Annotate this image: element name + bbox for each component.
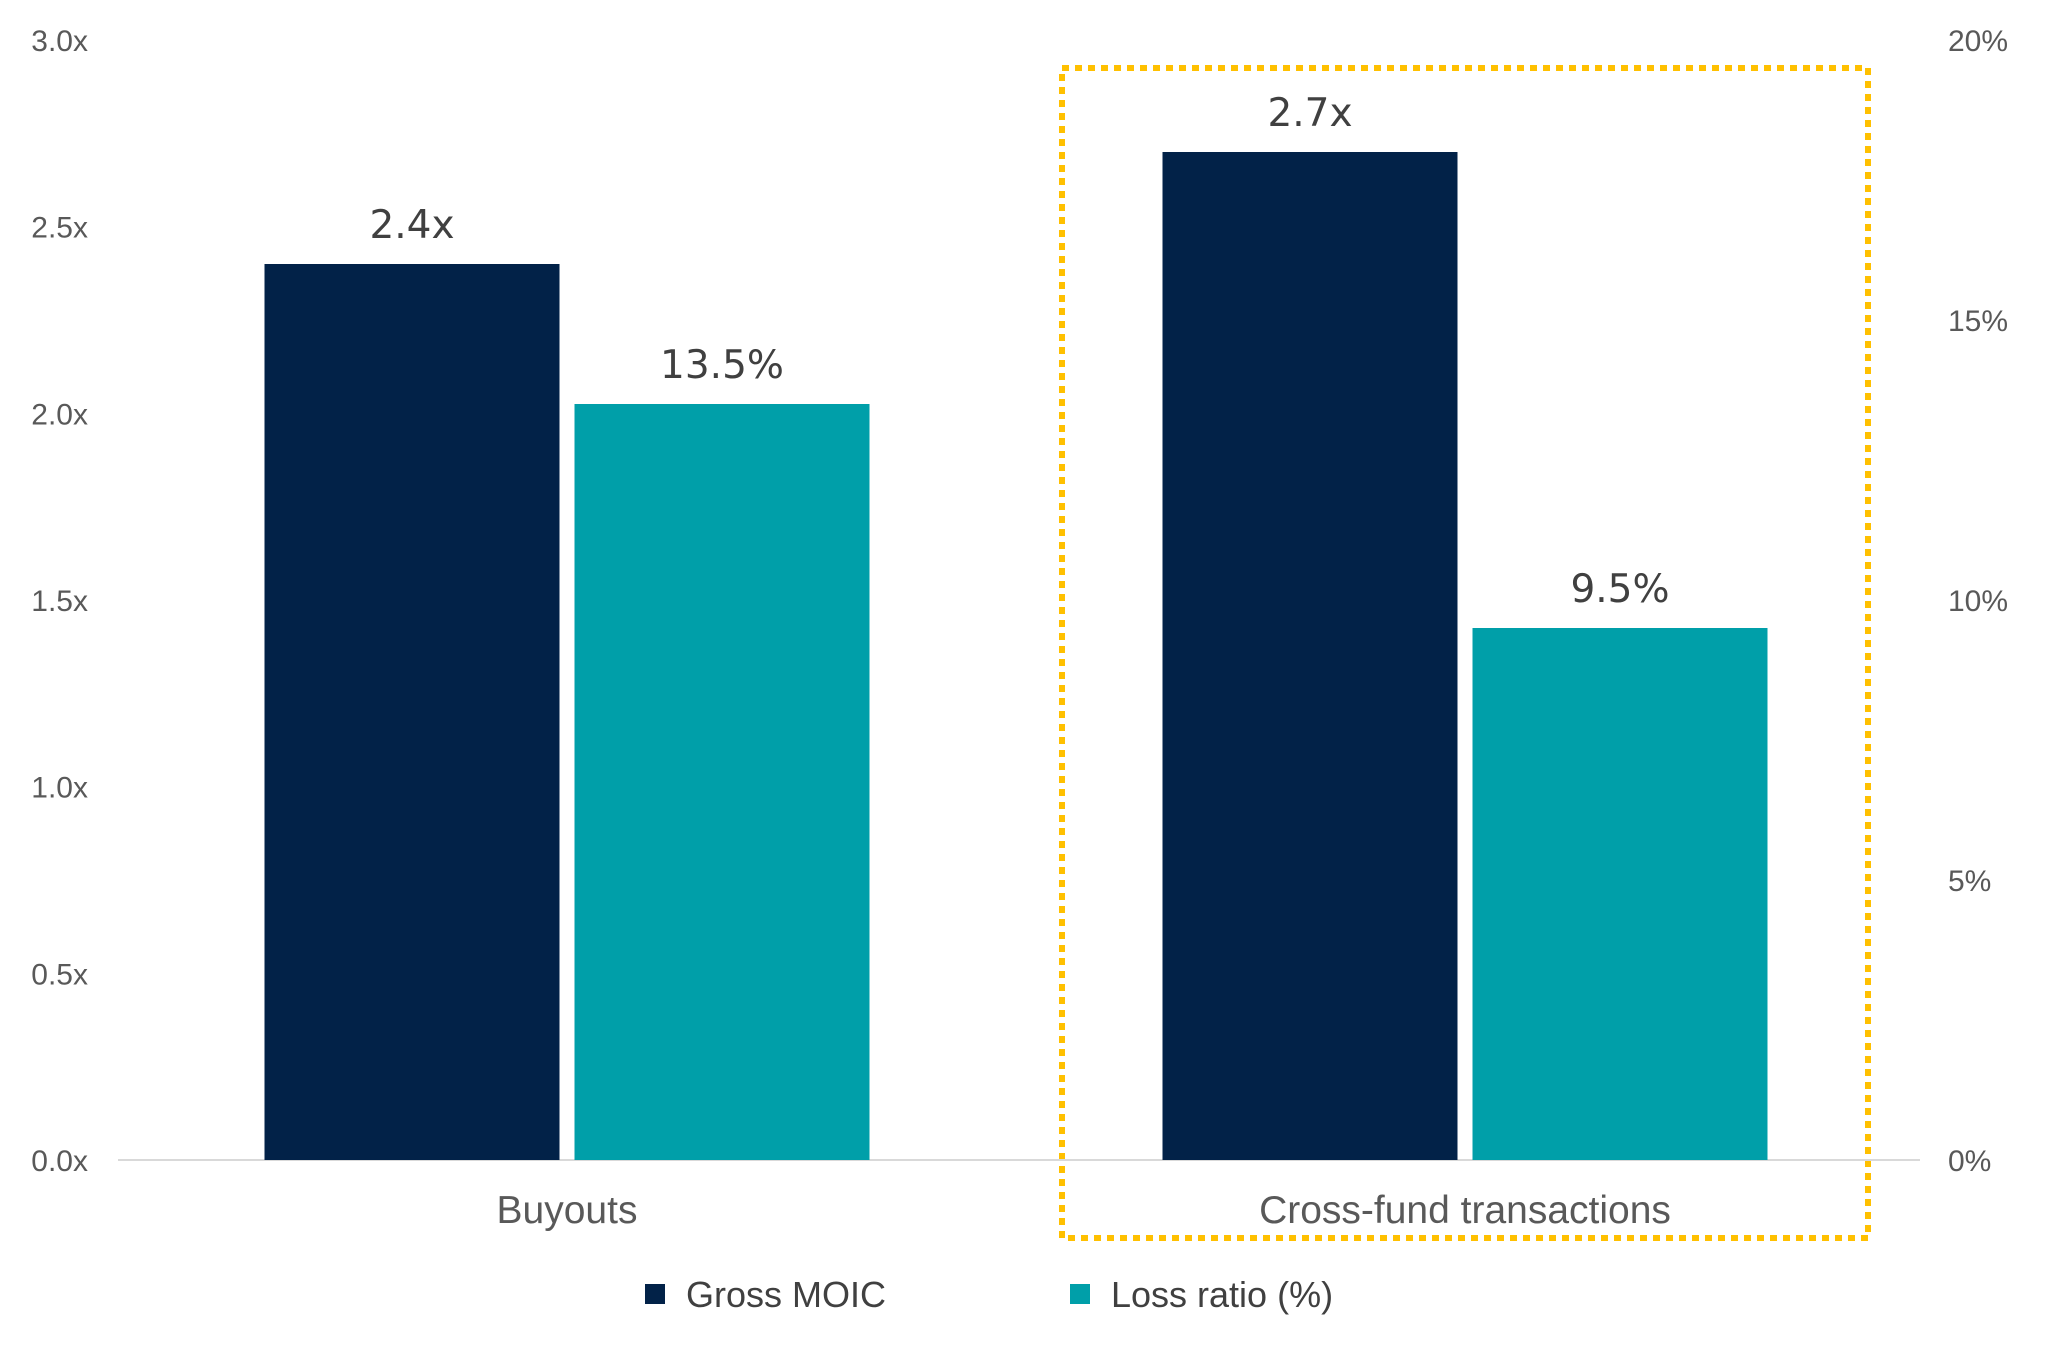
legend-label: Loss ratio (%) bbox=[1111, 1274, 1333, 1315]
bar-loss-ratio bbox=[574, 404, 870, 1160]
y-left-tick-label: 0.5x bbox=[31, 958, 88, 991]
y-left-tick-label: 2.0x bbox=[31, 398, 88, 431]
data-label: 9.5% bbox=[1570, 567, 1669, 612]
data-label: 2.4x bbox=[369, 203, 454, 248]
y-left-tick-label: 2.5x bbox=[31, 212, 88, 245]
bar-loss-ratio bbox=[1472, 628, 1768, 1160]
y-right-tick-label: 0% bbox=[1948, 1145, 1991, 1178]
y-right-tick-label: 15% bbox=[1948, 305, 2008, 338]
legend-swatch bbox=[645, 1284, 665, 1304]
data-label: 13.5% bbox=[660, 343, 784, 388]
y-left-tick-label: 3.0x bbox=[31, 25, 88, 58]
legend-swatch bbox=[1070, 1284, 1090, 1304]
bar-gross-moic bbox=[264, 264, 560, 1160]
highlight-box bbox=[1059, 65, 1871, 1241]
legend-label: Gross MOIC bbox=[686, 1274, 886, 1315]
data-label: 2.7x bbox=[1267, 91, 1352, 136]
x-category-label: Cross-fund transactions bbox=[1259, 1189, 1671, 1232]
y-right-tick-label: 20% bbox=[1948, 25, 2008, 58]
y-left-tick-label: 1.0x bbox=[31, 772, 88, 805]
y-right-tick-label: 5% bbox=[1948, 865, 1991, 898]
y-left-tick-label: 0.0x bbox=[31, 1145, 88, 1178]
bar-gross-moic bbox=[1162, 152, 1458, 1160]
y-left-tick-label: 1.5x bbox=[31, 585, 88, 618]
x-category-label: Buyouts bbox=[497, 1189, 638, 1232]
y-right-tick-label: 10% bbox=[1948, 585, 2008, 618]
